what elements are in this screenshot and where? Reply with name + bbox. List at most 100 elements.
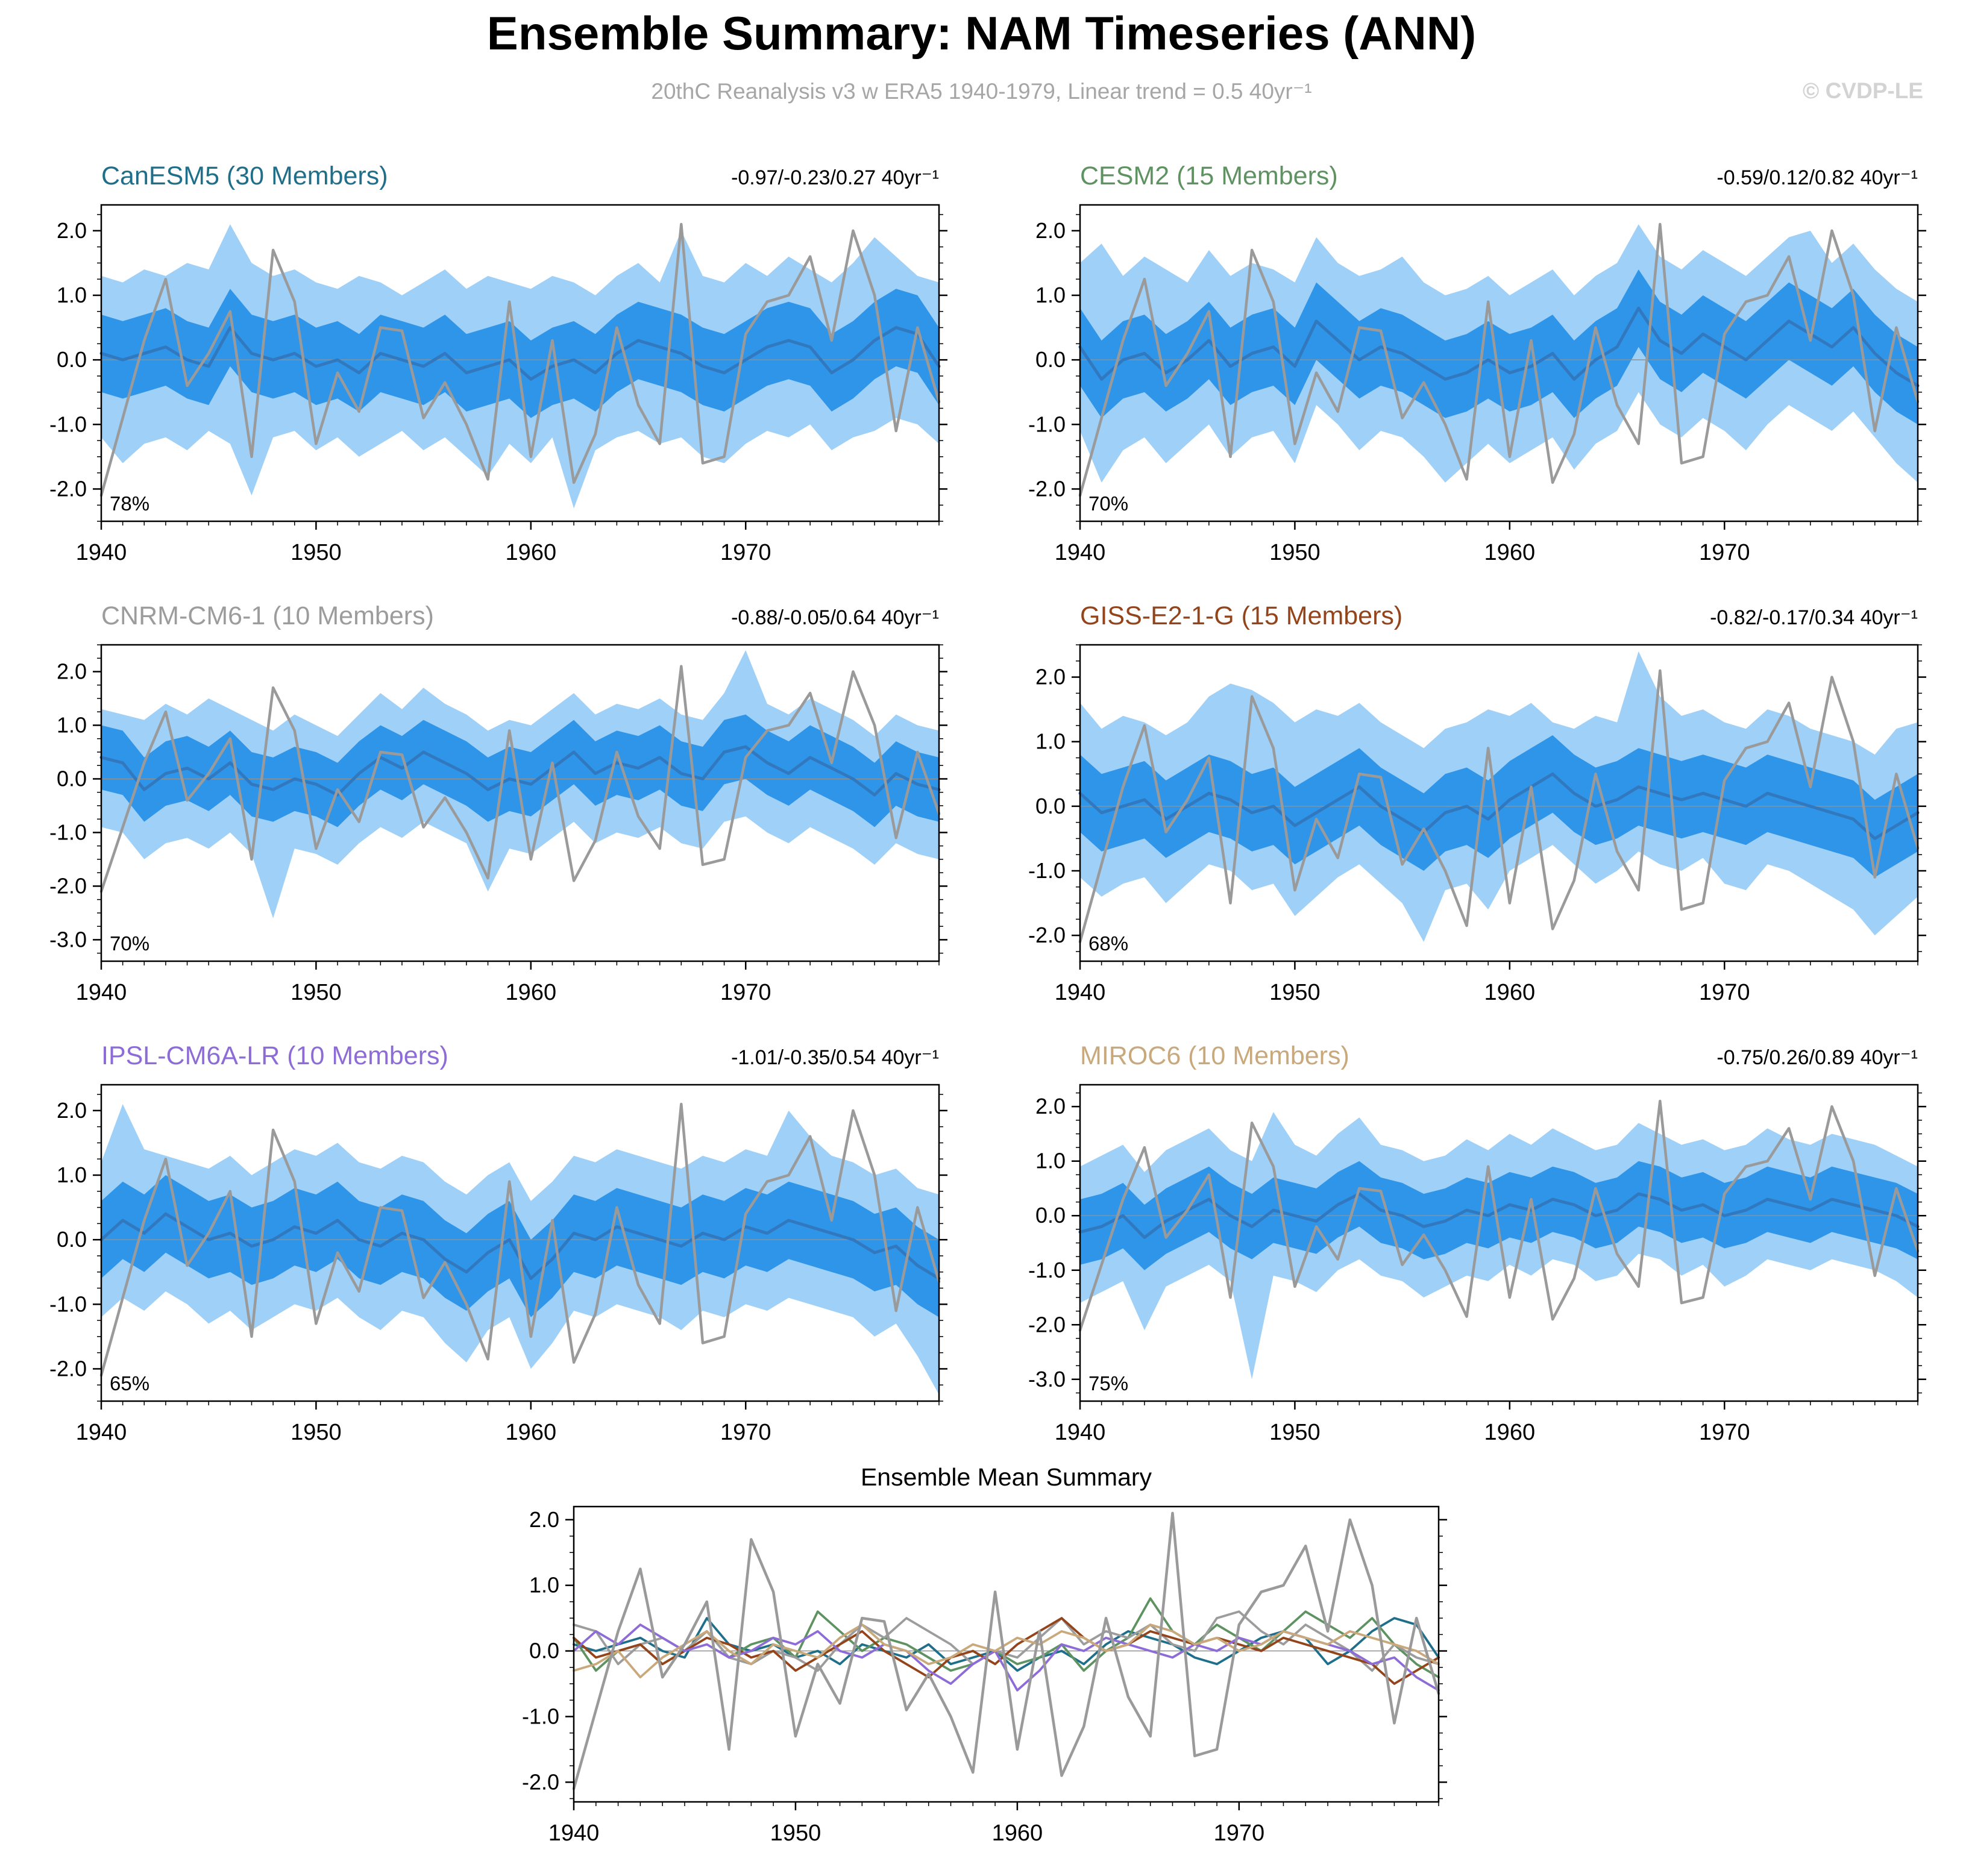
svg-text:0.0: 0.0: [57, 766, 87, 791]
svg-text:1940: 1940: [76, 1420, 127, 1445]
svg-text:1940: 1940: [1055, 1420, 1106, 1445]
svg-text:1.0: 1.0: [57, 1162, 87, 1187]
svg-text:-3.0: -3.0: [1028, 1367, 1066, 1391]
svg-text:1940: 1940: [76, 980, 127, 1005]
svg-text:1950: 1950: [770, 1821, 821, 1846]
svg-text:-2.0: -2.0: [522, 1769, 559, 1794]
svg-text:1950: 1950: [1269, 540, 1321, 565]
svg-text:2.0: 2.0: [57, 659, 87, 683]
trend-label-miroc6: -0.75/0.26/0.89 40yr⁻¹: [1716, 1046, 1918, 1069]
svg-text:-1.0: -1.0: [49, 820, 87, 844]
trend-label-cesm2: -0.59/0.12/0.82 40yr⁻¹: [1716, 166, 1918, 189]
panel-header: MIROC6 (10 Members) -0.75/0.26/0.89 40yr…: [996, 1038, 1948, 1073]
model-title-giss-e2-1-g: GISS-E2-1-G (15 Members): [1080, 601, 1403, 630]
svg-text:0.0: 0.0: [529, 1639, 559, 1663]
trend-label-cnrm-cm6-1: -0.88/-0.05/0.64 40yr⁻¹: [731, 606, 939, 629]
svg-text:1970: 1970: [720, 980, 771, 1005]
timeseries-plot-cesm2: -2.0 -1.0 0.0 1.0 2.0 1940 1950 1960 1970 70%: [1028, 204, 1926, 565]
svg-text:75%: 75%: [1088, 1372, 1128, 1394]
page-title: Ensemble Summary: NAM Timeseries (ANN): [486, 7, 1477, 60]
summary-title: Ensemble Mean Summary: [860, 1463, 1152, 1491]
svg-text:1.0: 1.0: [1035, 283, 1066, 307]
svg-text:-1.0: -1.0: [1028, 412, 1066, 436]
timeseries-plot-canesm5: -2.0 -1.0 0.0 1.0 2.0 1940 1950 1960 1970 78%: [49, 204, 947, 565]
svg-text:1950: 1950: [291, 980, 342, 1005]
timeseries-plot-cnrm-cm6-1: -3.0 -2.0 -1.0 0.0 1.0 2.0 1940 1950 1960 1970 70%: [49, 644, 947, 1005]
svg-text:2.0: 2.0: [57, 1098, 87, 1123]
svg-text:1960: 1960: [506, 540, 557, 565]
svg-text:-1.0: -1.0: [1028, 858, 1066, 883]
svg-text:70%: 70%: [110, 932, 149, 955]
panel-cesm2: CESM2 (15 Members) -0.59/0.12/0.82 40yr⁻…: [996, 158, 1948, 591]
svg-text:2.0: 2.0: [1035, 218, 1066, 243]
svg-text:1.0: 1.0: [529, 1573, 559, 1598]
panel-cnrm-cm6-1: CNRM-CM6-1 (10 Members) -0.88/-0.05/0.64…: [17, 598, 969, 1031]
svg-text:1950: 1950: [291, 540, 342, 565]
svg-text:0.0: 0.0: [1035, 347, 1066, 372]
svg-text:1.0: 1.0: [1035, 729, 1066, 754]
svg-text:0.0: 0.0: [57, 347, 87, 372]
svg-text:1.0: 1.0: [57, 712, 87, 737]
svg-text:1.0: 1.0: [1035, 1149, 1066, 1173]
svg-text:1970: 1970: [1699, 540, 1750, 565]
svg-text:1960: 1960: [1484, 1420, 1536, 1445]
svg-text:1950: 1950: [1269, 980, 1321, 1005]
cvdp-watermark: © CVDP-LE: [1803, 78, 1923, 103]
model-title-cnrm-cm6-1: CNRM-CM6-1 (10 Members): [101, 601, 434, 630]
svg-text:1960: 1960: [1484, 540, 1536, 565]
panel-header: CanESM5 (30 Members) -0.97/-0.23/0.27 40…: [17, 158, 969, 193]
model-title-cesm2: CESM2 (15 Members): [1080, 162, 1338, 190]
svg-text:-2.0: -2.0: [1028, 476, 1066, 501]
svg-text:0.0: 0.0: [1035, 1203, 1066, 1228]
model-title-canesm5: CanESM5 (30 Members): [101, 162, 388, 190]
svg-text:1960: 1960: [992, 1821, 1043, 1846]
svg-text:1970: 1970: [720, 540, 771, 565]
svg-text:70%: 70%: [1088, 492, 1128, 515]
svg-text:1940: 1940: [1055, 540, 1106, 565]
timeseries-plot-giss-e2-1-g: -2.0 -1.0 0.0 1.0 2.0 1940 1950 1960 1970 68%: [1028, 644, 1926, 1005]
panel-header: IPSL-CM6A-LR (10 Members) -1.01/-0.35/0.…: [17, 1038, 969, 1073]
svg-text:-2.0: -2.0: [1028, 923, 1066, 947]
svg-text:1970: 1970: [1699, 980, 1750, 1005]
svg-text:1970: 1970: [1699, 1420, 1750, 1445]
panel-header: CNRM-CM6-1 (10 Members) -0.88/-0.05/0.64…: [17, 598, 969, 633]
trend-label-canesm5: -0.97/-0.23/0.27 40yr⁻¹: [731, 166, 939, 189]
svg-text:2.0: 2.0: [1035, 665, 1066, 689]
svg-text:1970: 1970: [720, 1420, 771, 1445]
svg-text:2.0: 2.0: [57, 218, 87, 243]
svg-text:1940: 1940: [76, 540, 127, 565]
svg-text:1960: 1960: [506, 1420, 557, 1445]
panel-giss-e2-1-g: GISS-E2-1-G (15 Members) -0.82/-0.17/0.3…: [996, 598, 1948, 1031]
svg-text:78%: 78%: [110, 492, 149, 515]
model-title-ipsl-cm6a-lr: IPSL-CM6A-LR (10 Members): [101, 1041, 448, 1070]
svg-text:1950: 1950: [291, 1420, 342, 1445]
svg-text:-1.0: -1.0: [49, 412, 87, 436]
svg-text:68%: 68%: [1088, 932, 1128, 955]
panel-miroc6: MIROC6 (10 Members) -0.75/0.26/0.89 40yr…: [996, 1038, 1948, 1470]
svg-text:-1.0: -1.0: [1028, 1258, 1066, 1282]
panel-canesm5: CanESM5 (30 Members) -0.97/-0.23/0.27 40…: [17, 158, 969, 591]
svg-text:2.0: 2.0: [1035, 1094, 1066, 1118]
svg-text:-1.0: -1.0: [49, 1291, 87, 1316]
svg-text:0.0: 0.0: [1035, 794, 1066, 818]
svg-text:-2.0: -2.0: [49, 1356, 87, 1381]
svg-text:1960: 1960: [506, 980, 557, 1005]
svg-text:-1.0: -1.0: [522, 1704, 559, 1728]
page-subtitle: 20thC Reanalysis v3 w ERA5 1940-1979, Li…: [651, 79, 1312, 104]
panel-header: GISS-E2-1-G (15 Members) -0.82/-0.17/0.3…: [996, 598, 1948, 633]
svg-text:-2.0: -2.0: [1028, 1312, 1066, 1337]
svg-text:-3.0: -3.0: [49, 927, 87, 952]
panel-ipsl-cm6a-lr: IPSL-CM6A-LR (10 Members) -1.01/-0.35/0.…: [17, 1038, 969, 1470]
svg-text:1950: 1950: [1269, 1420, 1321, 1445]
svg-text:0.0: 0.0: [57, 1227, 87, 1252]
timeseries-plot-miroc6: -3.0 -2.0 -1.0 0.0 1.0 2.0 1940 1950 1960 1970 75%: [1028, 1084, 1926, 1445]
svg-text:65%: 65%: [110, 1372, 149, 1394]
svg-text:1940: 1940: [548, 1821, 600, 1846]
timeseries-plot-ipsl-cm6a-lr: -2.0 -1.0 0.0 1.0 2.0 1940 1950 1960 1970 65%: [49, 1084, 947, 1445]
panel-ensemble-mean-summary: Ensemble Mean Summary -2.0 -1.0 0.0 1.0 2.0 1…: [489, 1463, 1469, 1871]
svg-text:1.0: 1.0: [57, 283, 87, 307]
svg-text:1960: 1960: [1484, 980, 1536, 1005]
svg-text:-2.0: -2.0: [49, 873, 87, 898]
svg-text:2.0: 2.0: [529, 1507, 559, 1532]
model-title-miroc6: MIROC6 (10 Members): [1080, 1041, 1349, 1070]
